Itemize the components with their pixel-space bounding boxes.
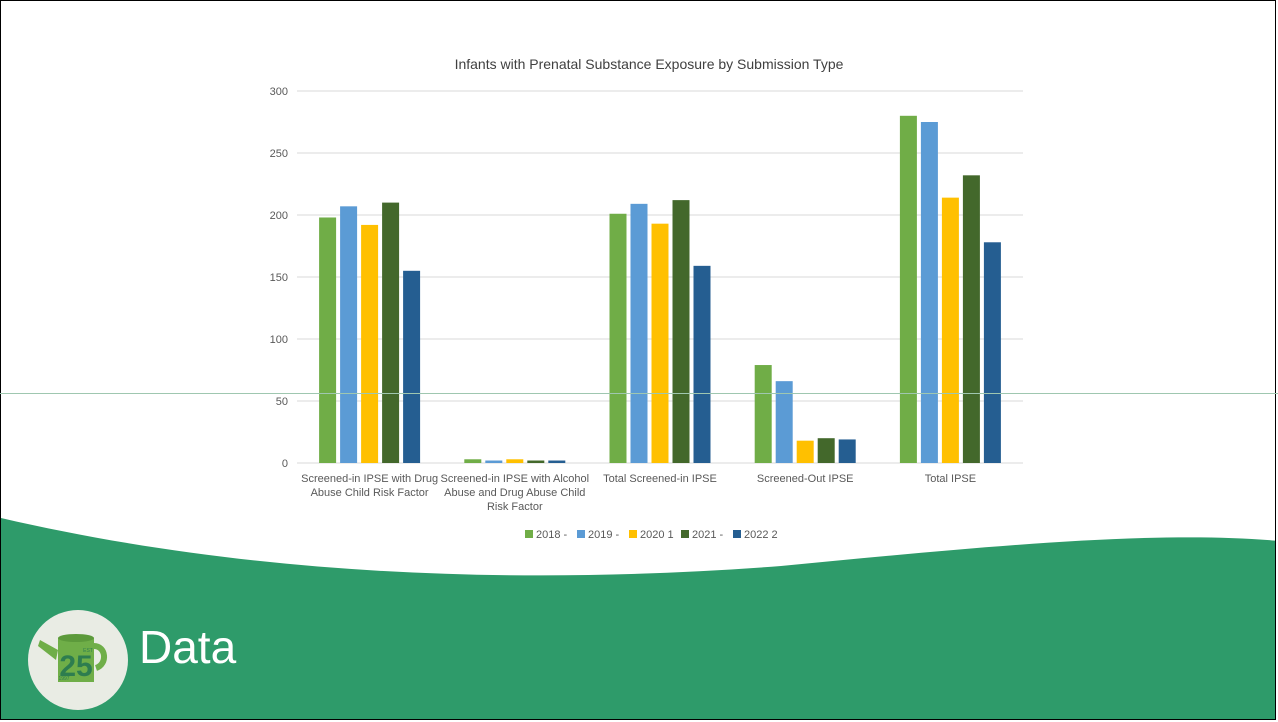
bar: [340, 206, 358, 463]
bar: [527, 460, 545, 463]
legend: 2018 - 2019 - 2020 1 2021 - 2022 2: [525, 529, 778, 541]
logo-year-text: 1997: [58, 676, 69, 682]
x-category-label: Total IPSE: [925, 473, 976, 485]
bar: [775, 381, 793, 463]
legend-label: 2022 2: [744, 529, 778, 541]
chart-title: Infants with Prenatal Substance Exposure…: [455, 56, 844, 72]
bar: [485, 460, 503, 463]
bar: [382, 202, 400, 463]
legend-item: 2018 -: [525, 529, 568, 541]
y-tick-label: 200: [270, 210, 288, 222]
y-tick-label: 300: [270, 86, 288, 98]
legend-item: 2019 -: [577, 529, 620, 541]
legend-label: 2019 -: [588, 529, 620, 541]
y-tick-label: 250: [270, 148, 288, 160]
bar: [838, 439, 856, 463]
bar: [941, 197, 959, 463]
slide-title: Data: [139, 621, 237, 673]
bar: [920, 122, 938, 463]
x-category-label: Screened-in IPSE with Drug Abuse Child Ri…: [301, 473, 438, 499]
legend-item: 2020 1: [629, 529, 674, 541]
bar: [361, 224, 379, 463]
legend-item: 2022 2: [733, 529, 778, 541]
bar-chart: Infants with Prenatal Substance Exposure…: [270, 56, 1023, 541]
bar: [983, 242, 1001, 463]
y-tick-label: 50: [276, 396, 288, 408]
legend-item: 2021 -: [681, 529, 724, 541]
bar: [796, 440, 814, 463]
bar: [319, 217, 337, 463]
legend-swatch: [525, 530, 533, 538]
y-tick-label: 150: [270, 272, 288, 284]
legend-swatch: [577, 530, 585, 538]
bar: [817, 438, 835, 463]
x-category-label: Screened-in IPSE with Alcohol Abuse and D…: [441, 473, 590, 513]
bars: [319, 115, 1001, 464]
bar: [403, 270, 421, 463]
logo-numeral: 25: [59, 650, 92, 683]
bar: [651, 223, 669, 463]
divider-line: [0, 393, 1278, 394]
bar: [962, 175, 980, 463]
logo-est-text: EST: [83, 648, 93, 654]
legend-swatch: [681, 530, 689, 538]
bar: [693, 265, 711, 463]
bar: [464, 459, 482, 463]
x-category-label: Total Screened-in IPSE: [603, 473, 717, 485]
bar: [672, 200, 690, 463]
bar: [548, 460, 566, 463]
bar: [630, 203, 648, 463]
y-axis-ticks: 0 50 100 150 200 250 300: [270, 86, 288, 470]
legend-swatch: [629, 530, 637, 538]
y-tick-label: 100: [270, 334, 288, 346]
bar: [754, 365, 772, 463]
bar: [506, 459, 524, 463]
x-axis-labels: Screened-in IPSE with Drug Abuse Child Ri…: [301, 473, 976, 513]
y-tick-label: 0: [282, 458, 288, 470]
bar: [609, 213, 627, 463]
legend-label: 2018 -: [536, 529, 568, 541]
legend-label: 2020 1: [640, 529, 674, 541]
legend-swatch: [733, 530, 741, 538]
bar: [899, 115, 917, 464]
logo-25-years: 25 EST 1997: [28, 610, 128, 710]
legend-label: 2021 -: [692, 529, 724, 541]
x-category-label: Screened-Out IPSE: [757, 473, 854, 485]
